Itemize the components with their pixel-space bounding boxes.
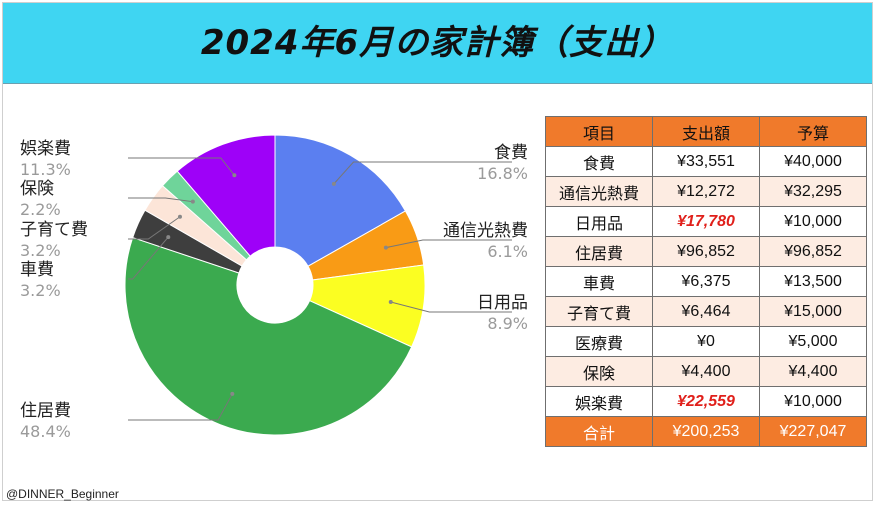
slice-label-name: 娯楽費: [20, 139, 71, 159]
leader-line: [128, 236, 169, 280]
cell-spent: ¥33,551: [652, 146, 760, 177]
cell-spent: ¥0: [652, 326, 760, 357]
leader-dot: [388, 300, 393, 305]
cell-item: 子育て費: [545, 296, 653, 327]
cell-budget: ¥96,852: [759, 236, 867, 267]
cell-budget: ¥40,000: [759, 146, 867, 177]
table-row: 住居費 ¥96,852 ¥96,852: [545, 236, 867, 267]
pie-chart: 食費16.8%通信光熱費6.1%日用品8.9%住居費48.4%車費3.2%子育て…: [20, 134, 528, 441]
slice-label-name: 通信光熱費: [443, 221, 528, 241]
leader-dot: [383, 245, 388, 250]
cell-spent: ¥17,780: [652, 206, 760, 237]
table-total-row: 合計 ¥200,253 ¥227,047: [545, 416, 867, 447]
slice-label-name: 食費: [494, 143, 528, 163]
cell-budget: ¥5,000: [759, 326, 867, 357]
cell-spent: ¥6,464: [652, 296, 760, 327]
cell-item: 医療費: [545, 326, 653, 357]
leader-line: [128, 216, 181, 240]
slice-label-percent: 16.8%: [477, 164, 528, 183]
pie-slice: [176, 134, 276, 257]
cell-spent: ¥96,852: [652, 236, 760, 267]
cell-budget: ¥4,400: [759, 356, 867, 387]
cell-item: 食費: [545, 146, 653, 177]
slice-label-percent: 3.2%: [20, 281, 61, 300]
table-header-row: 項目 支出額 予算: [545, 116, 867, 147]
leader-line: [390, 301, 512, 313]
budget-table: 項目 支出額 予算 食費 ¥33,551 ¥40,000 通信光熱費 ¥12,272 ¥3…: [545, 116, 867, 447]
cell-item: 娯楽費: [545, 386, 653, 417]
header-budget: 予算: [759, 116, 867, 147]
table-row: 日用品 ¥17,780 ¥10,000: [545, 206, 867, 237]
slice-label-name: 保険: [20, 179, 54, 199]
cell-budget: ¥13,500: [759, 266, 867, 297]
table-row: 保険 ¥4,400 ¥4,400: [545, 356, 867, 387]
leader-line: [385, 239, 512, 249]
slice-label-percent: 8.9%: [487, 314, 528, 333]
cell-budget: ¥32,295: [759, 176, 867, 207]
slice-label-percent: 2.2%: [20, 200, 61, 219]
leader-line: [128, 157, 235, 176]
chart-title: 2024年6月の家計簿（支出）: [200, 23, 675, 63]
cell-budget: ¥10,000: [759, 206, 867, 237]
slice-label-percent: 48.4%: [20, 422, 71, 441]
table-row: 食費 ¥33,551 ¥40,000: [545, 146, 867, 177]
slice-label-percent: 3.2%: [20, 241, 61, 260]
slice-label-name: 住居費: [20, 401, 71, 421]
cell-item: 住居費: [545, 236, 653, 267]
slice-label-name: 子育て費: [20, 220, 88, 240]
table-row: 子育て費 ¥6,464 ¥15,000: [545, 296, 867, 327]
table-row: 車費 ¥6,375 ¥13,500: [545, 266, 867, 297]
leader-dot: [166, 235, 171, 240]
cell-item: 保険: [545, 356, 653, 387]
pie-slice: [274, 134, 407, 267]
cell-spent: ¥12,272: [652, 176, 760, 207]
leader-dot: [232, 173, 237, 178]
table-row: 娯楽費 ¥22,559 ¥10,000: [545, 386, 867, 417]
pie-slice: [124, 236, 413, 436]
cell-item: 車費: [545, 266, 653, 297]
leader-dot: [177, 214, 182, 219]
cell-spent: ¥6,375: [652, 266, 760, 297]
cell-item: 通信光熱費: [545, 176, 653, 207]
leader-line: [128, 197, 193, 203]
leader-line: [333, 161, 512, 185]
table-row: 通信光熱費 ¥12,272 ¥32,295: [545, 176, 867, 207]
total-budget: ¥227,047: [759, 416, 867, 447]
cell-spent: ¥4,400: [652, 356, 760, 387]
slice-label-name: 日用品: [477, 293, 528, 313]
slice-label-percent: 6.1%: [487, 242, 528, 261]
cell-budget: ¥10,000: [759, 386, 867, 417]
header-item: 項目: [545, 116, 653, 147]
cell-budget: ¥15,000: [759, 296, 867, 327]
slice-label-name: 車費: [20, 260, 54, 280]
leader-line: [128, 393, 233, 421]
total-item: 合計: [545, 416, 653, 447]
total-spent: ¥200,253: [652, 416, 760, 447]
header-spent: 支出額: [652, 116, 760, 147]
table-row: 医療費 ¥0 ¥5,000: [545, 326, 867, 357]
credit-text: @DINNER_Beginner: [6, 487, 119, 501]
cell-spent: ¥22,559: [652, 386, 760, 417]
slice-label-percent: 11.3%: [20, 160, 71, 179]
leader-dot: [230, 391, 235, 396]
title-banner: 2024年6月の家計簿（支出）: [3, 3, 872, 84]
leader-dot: [331, 181, 336, 186]
cell-item: 日用品: [545, 206, 653, 237]
leader-dot: [190, 199, 195, 204]
